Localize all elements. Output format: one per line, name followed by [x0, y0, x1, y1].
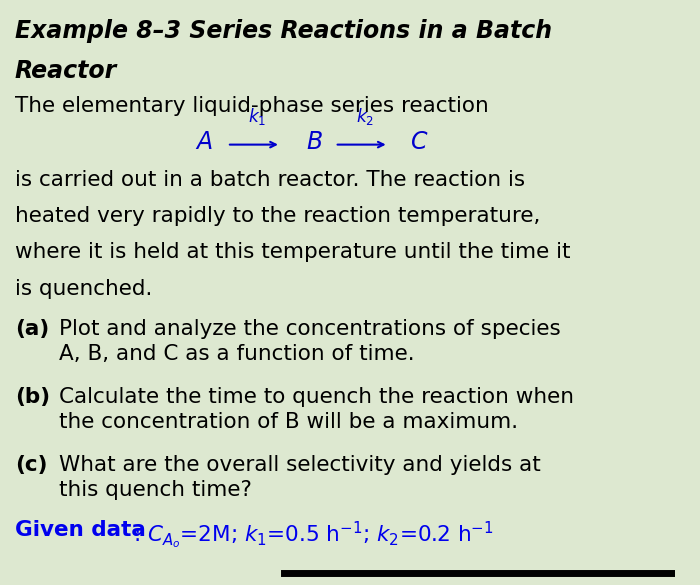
Text: where it is held at this temperature until the time it: where it is held at this temperature unt… [15, 243, 570, 263]
Text: $C$: $C$ [410, 130, 428, 154]
Text: Given data: Given data [15, 520, 146, 540]
Text: $B$: $B$ [306, 130, 323, 154]
Text: The elementary liquid-phase series reaction: The elementary liquid-phase series react… [15, 97, 489, 116]
Text: : $C_{A_o}$=2M; $k_1$=0.5 h$^{-1}$; $k_2$=0.2 h$^{-1}$: : $C_{A_o}$=2M; $k_1$=0.5 h$^{-1}$; $k_2… [133, 520, 493, 551]
Text: is carried out in a batch reactor. The reaction is: is carried out in a batch reactor. The r… [15, 170, 525, 190]
Text: (b): (b) [15, 387, 50, 407]
Text: $k_2$: $k_2$ [356, 106, 374, 127]
Text: Calculate the time to quench the reaction when
the concentration of B will be a : Calculate the time to quench the reactio… [59, 387, 573, 432]
Text: What are the overall selectivity and yields at
this quench time?: What are the overall selectivity and yie… [59, 455, 540, 500]
Text: $A$: $A$ [195, 130, 212, 154]
Text: Plot and analyze the concentrations of species
A, B, and C as a function of time: Plot and analyze the concentrations of s… [59, 318, 561, 364]
Text: (c): (c) [15, 455, 48, 474]
Text: Example 8–3 Series Reactions in a Batch: Example 8–3 Series Reactions in a Batch [15, 19, 552, 43]
Text: (a): (a) [15, 318, 49, 339]
Text: heated very rapidly to the reaction temperature,: heated very rapidly to the reaction temp… [15, 206, 540, 226]
Text: Reactor: Reactor [15, 58, 117, 82]
Text: $k_1$: $k_1$ [248, 106, 267, 127]
Text: is quenched.: is quenched. [15, 279, 152, 299]
